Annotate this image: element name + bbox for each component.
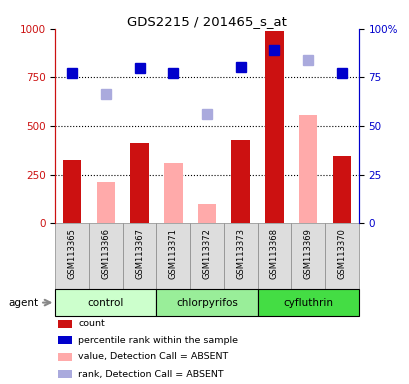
Bar — [257, 223, 291, 290]
Bar — [58, 353, 72, 361]
Bar — [257, 290, 358, 316]
Bar — [231, 139, 249, 223]
Bar — [97, 182, 115, 223]
Bar — [58, 370, 72, 378]
Bar — [58, 336, 72, 344]
Text: rank, Detection Call = ABSENT: rank, Detection Call = ABSENT — [78, 370, 223, 379]
Bar — [298, 115, 317, 223]
Title: GDS2215 / 201465_s_at: GDS2215 / 201465_s_at — [127, 15, 286, 28]
Text: count: count — [78, 319, 105, 328]
Text: GSM113373: GSM113373 — [236, 228, 245, 280]
Bar — [63, 160, 81, 223]
Bar — [223, 223, 257, 290]
Text: GSM113372: GSM113372 — [202, 228, 211, 279]
Bar — [291, 223, 324, 290]
Bar — [55, 290, 156, 316]
Text: GSM113368: GSM113368 — [269, 228, 278, 280]
Bar — [190, 223, 223, 290]
Text: GSM113369: GSM113369 — [303, 228, 312, 279]
Bar — [89, 223, 122, 290]
Bar — [265, 31, 283, 223]
Text: percentile rank within the sample: percentile rank within the sample — [78, 336, 238, 345]
Text: GSM113370: GSM113370 — [337, 228, 346, 279]
Bar — [130, 144, 148, 223]
Bar — [156, 290, 257, 316]
Text: GSM113366: GSM113366 — [101, 228, 110, 280]
Bar — [324, 223, 358, 290]
Text: agent: agent — [8, 298, 38, 308]
Bar — [156, 223, 190, 290]
Text: control: control — [88, 298, 124, 308]
Text: cyfluthrin: cyfluthrin — [283, 298, 333, 308]
Text: GSM113367: GSM113367 — [135, 228, 144, 280]
Bar — [55, 223, 89, 290]
Bar — [332, 156, 350, 223]
Bar — [197, 204, 216, 223]
Text: value, Detection Call = ABSENT: value, Detection Call = ABSENT — [78, 353, 228, 361]
Bar — [122, 223, 156, 290]
Text: GSM113371: GSM113371 — [169, 228, 178, 279]
Bar — [58, 320, 72, 328]
Bar — [164, 163, 182, 223]
Text: GSM113365: GSM113365 — [67, 228, 76, 279]
Text: chlorpyrifos: chlorpyrifos — [176, 298, 237, 308]
